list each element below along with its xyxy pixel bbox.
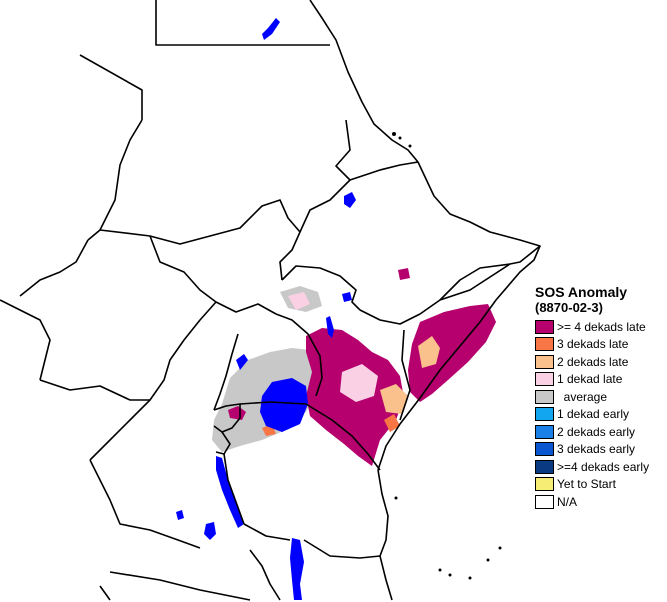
legend-item: 3 dekads late (535, 336, 665, 354)
legend-item: 2 dekads late (535, 353, 665, 371)
late-4-patch-sudan (398, 268, 410, 280)
border-car-drc (39, 379, 150, 401)
border-southsudan-drc (215, 301, 277, 315)
legend-item: 1 dekad late (535, 371, 665, 389)
border-somaliland (439, 263, 511, 301)
border-egypt-sudan (155, 0, 330, 46)
legend-swatch (535, 442, 554, 457)
border-sudan-eritrea (335, 119, 419, 181)
border-tanzania-zambia (243, 523, 291, 541)
legend-label: 2 dekads early (557, 424, 636, 439)
late-1-north (288, 292, 310, 310)
late-3-coast (384, 414, 400, 432)
islands (392, 132, 502, 580)
border-uganda-tanzania (239, 401, 307, 405)
lake-turkana (326, 316, 334, 338)
border-drc-west (89, 301, 217, 461)
border-ethiopia-somalia (359, 263, 511, 325)
border-southsudan-car (149, 235, 217, 303)
coast-tanzania (377, 469, 393, 601)
legend-subtitle: (8870-02-3) (535, 300, 603, 315)
late-2-kenya-coast (380, 384, 408, 414)
legend-item: N/A (535, 493, 665, 511)
legend-label: 1 dekad early (557, 407, 630, 422)
border-sudan-southsudan (99, 199, 301, 245)
legend-swatch (535, 494, 554, 509)
border-uganda-kenya (275, 313, 323, 397)
border-rwanda-burundi (213, 403, 241, 455)
border-drc-tanzania (223, 453, 245, 525)
legend-label: average (557, 389, 608, 404)
lake-malawi (290, 538, 304, 600)
legend-item: 3 dekads early (535, 441, 665, 459)
border-libya-sudan (79, 54, 143, 120)
legend-items: >= 4 dekads late 3 dekads late 2 dekads la… (535, 318, 665, 511)
border-chad-sudan (87, 119, 143, 241)
lake-tana (344, 192, 356, 208)
legend-swatch (535, 459, 554, 474)
legend-item: >= 4 dekads late (535, 318, 665, 336)
legend-item: 1 dekad early (535, 406, 665, 424)
legend-swatch (535, 337, 554, 352)
lake-rukwa (204, 522, 216, 540)
legend-label: 2 dekads late (557, 354, 629, 369)
small-lake-2 (342, 292, 352, 302)
legend-item: >=4 dekads early (535, 458, 665, 476)
legend-swatch (535, 319, 554, 334)
border-angola (109, 571, 251, 601)
border-kenya-somalia (399, 329, 411, 421)
legend-label: 1 dekad late (557, 372, 623, 387)
legend-item: 2 dekads early (535, 423, 665, 441)
legend-swatch (535, 354, 554, 369)
legend-swatch (535, 424, 554, 439)
coast-somalia (377, 245, 541, 471)
legend-item: average (535, 388, 665, 406)
border-ethiopia-djibouti (417, 161, 541, 265)
late-2-somalia (418, 336, 440, 368)
late-1-kenya (340, 364, 378, 402)
legend-swatch (535, 389, 554, 404)
legend-label: >= 4 dekads late (557, 319, 646, 334)
legend-swatch (535, 372, 554, 387)
border-tanzania-mozambique (303, 539, 381, 559)
coast-red-sea (309, 0, 419, 163)
legend-label: >=4 dekads early (557, 459, 650, 474)
legend-item: Yet to Start (535, 476, 665, 494)
border-southsudan-ethiopia (281, 265, 361, 311)
lake-tanganyika (216, 456, 244, 528)
lake-albert (236, 354, 248, 370)
border-south-west (99, 585, 111, 601)
border-cameroon-car (0, 299, 51, 381)
legend-label: N/A (557, 494, 578, 509)
water-bodies (176, 18, 356, 600)
legend-label: Yet to Start (557, 477, 616, 492)
legend-label: 3 dekads late (557, 337, 629, 352)
border-drc-zambia (89, 459, 201, 549)
anomaly-overlays (212, 268, 496, 466)
border-kenya-tanzania (305, 403, 381, 471)
legend-label: 3 dekads early (557, 442, 636, 457)
border-chad-car (19, 239, 89, 297)
country-borders (0, 0, 541, 601)
legend-title: SOS Anomaly (535, 284, 628, 300)
nile-reservoir (262, 18, 280, 40)
legend-swatch (535, 407, 554, 422)
small-lake (176, 510, 184, 520)
border-sudan-ethiopia (279, 179, 351, 281)
border-uganda-drc (213, 333, 239, 411)
late-4-patch-west (228, 406, 246, 420)
lake-victoria (260, 378, 308, 432)
legend-swatch (535, 477, 554, 492)
border-zambia-malawi (249, 549, 281, 601)
legend: SOS Anomaly (8870-02-3) >= 4 dekads late… (535, 285, 665, 511)
